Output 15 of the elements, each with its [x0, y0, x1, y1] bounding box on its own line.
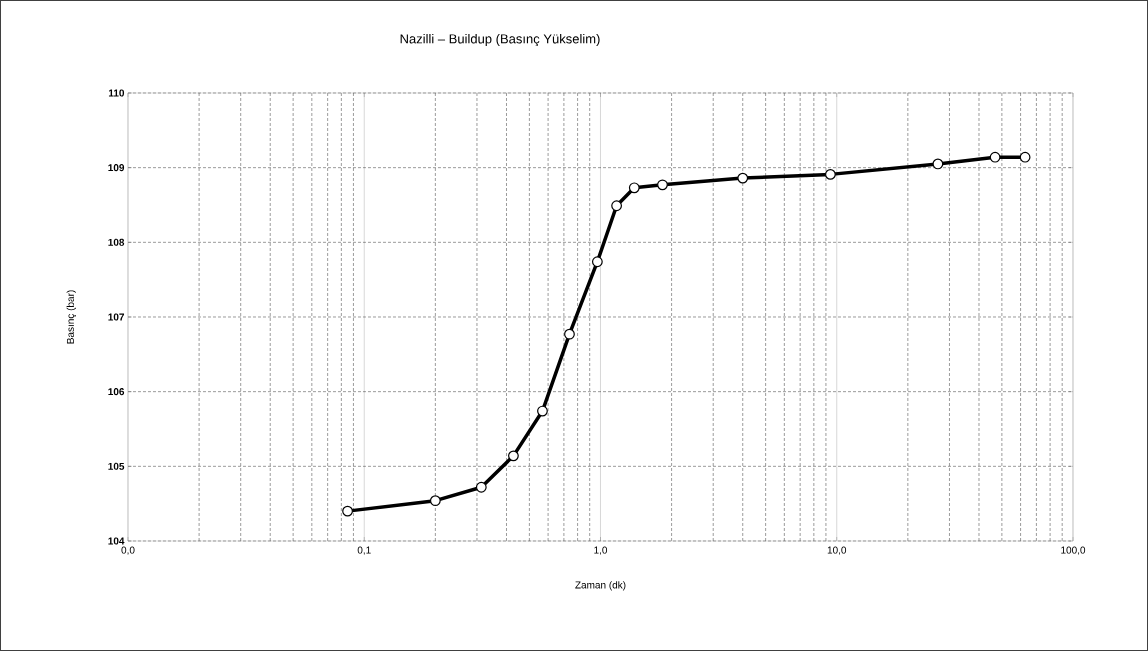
x-tick-label: 10,0: [827, 546, 847, 555]
y-tick-label: 106: [108, 388, 125, 396]
y-tick-label: 104: [108, 537, 125, 545]
x-tick-label: 0,0: [121, 546, 135, 555]
y-tick-label: 107: [108, 313, 125, 321]
y-tick-label: 108: [108, 238, 125, 246]
x-tick-label: 1,0: [594, 546, 608, 555]
chart-title: Nazilli – Buildup (Basınç Yükselim): [400, 33, 600, 47]
y-tick-label: 110: [108, 89, 125, 97]
x-axis-title: Zaman (dk): [575, 581, 626, 591]
y-axis-title: Basınç (bar): [66, 290, 76, 344]
x-tick-label: 100,0: [1061, 546, 1086, 555]
y-tick-label: 105: [108, 462, 125, 470]
y-tick-label: 109: [108, 164, 125, 172]
x-tick-label: 0,1: [357, 546, 371, 555]
